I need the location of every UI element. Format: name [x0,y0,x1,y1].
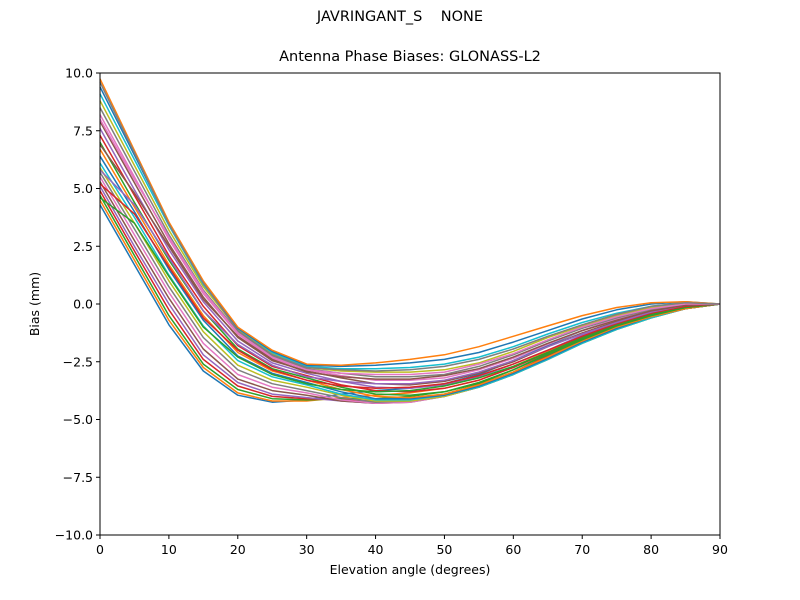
series-line-12 [99,148,721,399]
x-tick-label: 80 [643,542,659,557]
y-tick-label: −7.5 [63,470,93,485]
y-tick-label: 7.5 [73,123,93,138]
series-line-11 [99,155,721,400]
series-line-23 [99,197,721,393]
x-axis-label: Elevation angle (degrees) [330,562,491,577]
series-line-18 [99,107,720,378]
x-tick-label: 20 [230,542,246,557]
y-tick-label: 5.0 [73,181,93,196]
x-tick-label: 10 [161,542,177,557]
x-tick-label: 30 [299,542,315,557]
y-tick-label: −5.0 [63,412,93,427]
series-line-22 [99,78,721,366]
y-axis-label: Bias (mm) [27,272,42,336]
x-tick-label: 40 [368,542,384,557]
y-tick-label: −2.5 [63,354,93,369]
figure-suptitle: JAVRINGANT_S NONE [316,9,484,25]
y-tick-label: −10.0 [55,528,93,543]
x-tick-label: 70 [574,542,590,557]
x-tick-label: 60 [505,542,521,557]
x-axis-ticks: 0 10 20 30 40 50 60 70 80 90 [96,535,728,557]
y-tick-label: 2.5 [73,239,93,254]
series-line-16 [99,121,721,386]
y-tick-label: 10.0 [65,66,93,81]
chart-title: Antenna Phase Biases: GLONASS-L2 [279,49,541,65]
x-tick-label: 0 [96,542,104,557]
x-tick-label: 90 [712,542,728,557]
series-line-28 [99,81,721,372]
series-line-26 [99,144,721,380]
series-layer [99,78,721,405]
series-line-24 [99,183,721,390]
series-line-27 [99,118,720,376]
y-tick-label: 0.0 [73,297,93,312]
y-axis-ticks: 10.0 7.5 5.0 2.5 0.0 −2.5 −5.0 −7.5 −10.0 [55,66,100,543]
series-line-19 [99,100,721,373]
series-line-17 [99,114,720,381]
x-tick-label: 50 [436,542,452,557]
series-line-25 [99,169,721,385]
